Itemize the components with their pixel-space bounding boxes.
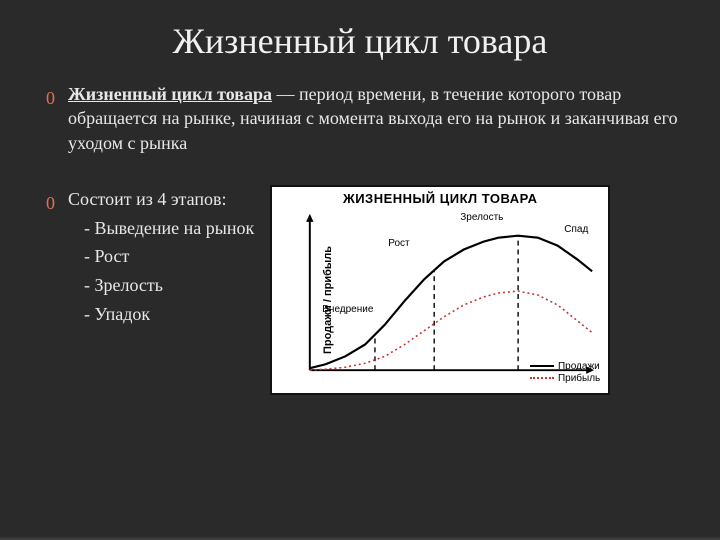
phase-label-intro: Внедрение — [322, 304, 373, 315]
stage-item: - Выведение на рынок — [68, 214, 254, 243]
sales-curve — [310, 236, 592, 369]
legend-label-sales: Продажи — [558, 361, 600, 372]
slide: Жизненный цикл товара 0 Жизненный цикл т… — [0, 0, 720, 540]
slide-bottom-edge — [0, 536, 720, 540]
legend-swatch-sales — [530, 365, 554, 367]
legend-row-profit: Прибыль — [530, 373, 600, 384]
chart-title: ЖИЗНЕННЫЙ ЦИКЛ ТОВАРА — [272, 187, 608, 208]
legend-label-profit: Прибыль — [558, 373, 600, 384]
phase-label-maturity: Зрелость — [460, 212, 503, 223]
bullet-icon: 0 — [46, 189, 55, 218]
chart-body: Продажи / прибыль Внедрение Рост — [272, 208, 608, 392]
phase-label-decline: Спад — [564, 224, 588, 235]
definition-paragraph: 0 Жизненный цикл товара — период времени… — [40, 82, 680, 155]
legend-swatch-profit — [530, 377, 554, 379]
arrowhead-y-icon — [306, 214, 313, 222]
bullet-icon: 0 — [46, 86, 55, 110]
profit-curve — [310, 291, 592, 370]
stage-item: - Рост — [68, 242, 254, 271]
slide-title: Жизненный цикл товара — [40, 20, 680, 62]
chart-legend: Продажи Прибыль — [530, 360, 600, 384]
lifecycle-chart: ЖИЗНЕННЫЙ ЦИКЛ ТОВАРА Продажи / прибыль — [270, 185, 610, 395]
stage-item: - Зрелость — [68, 271, 254, 300]
stages-intro: Состоит из 4 этапов: — [68, 185, 254, 214]
definition-term: Жизненный цикл товара — [68, 84, 272, 104]
stages-list: 0 Состоит из 4 этапов: - Выведение на ры… — [40, 185, 254, 329]
definition-separator: — — [272, 84, 299, 104]
legend-row-sales: Продажи — [530, 361, 600, 372]
stage-item: - Упадок — [68, 300, 254, 329]
phase-label-growth: Рост — [388, 238, 409, 249]
content-row: 0 Состоит из 4 этапов: - Выведение на ры… — [40, 185, 680, 395]
